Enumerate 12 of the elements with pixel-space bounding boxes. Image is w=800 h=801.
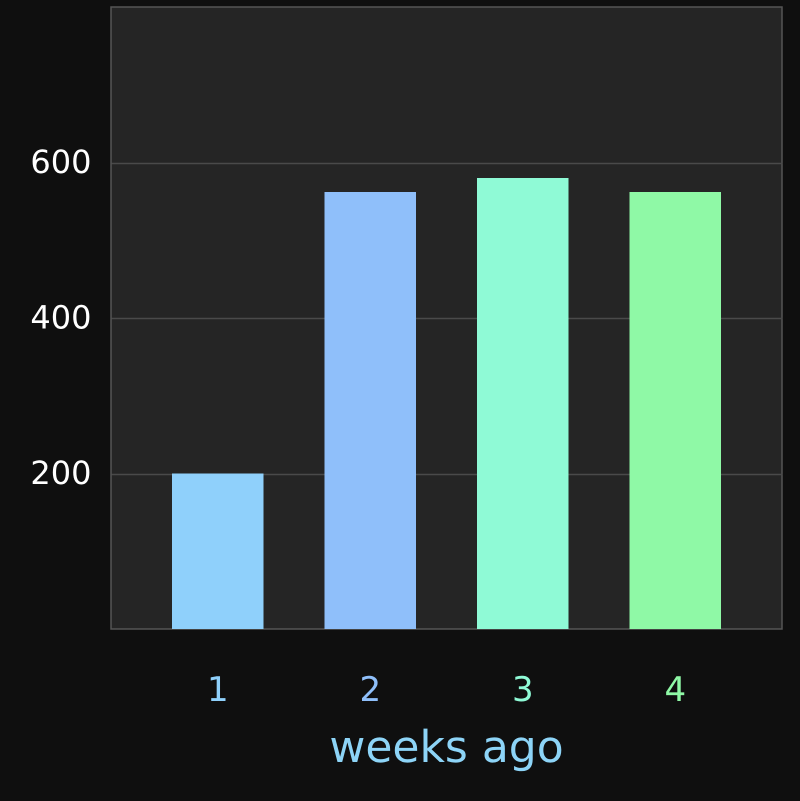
- x-tick-label: 3: [512, 670, 534, 710]
- x-tick-label: 1: [206, 670, 229, 710]
- bar: [630, 192, 721, 629]
- x-tick-label: 2: [359, 670, 382, 710]
- bar: [172, 474, 264, 629]
- x-axis-title: weeks ago: [329, 722, 564, 773]
- y-tick-label: 400: [30, 298, 92, 336]
- bar: [324, 192, 416, 629]
- y-tick-label: 200: [30, 454, 92, 492]
- x-tick-label: 4: [664, 670, 686, 710]
- y-tick-label: 600: [30, 143, 92, 181]
- bar: [477, 178, 568, 629]
